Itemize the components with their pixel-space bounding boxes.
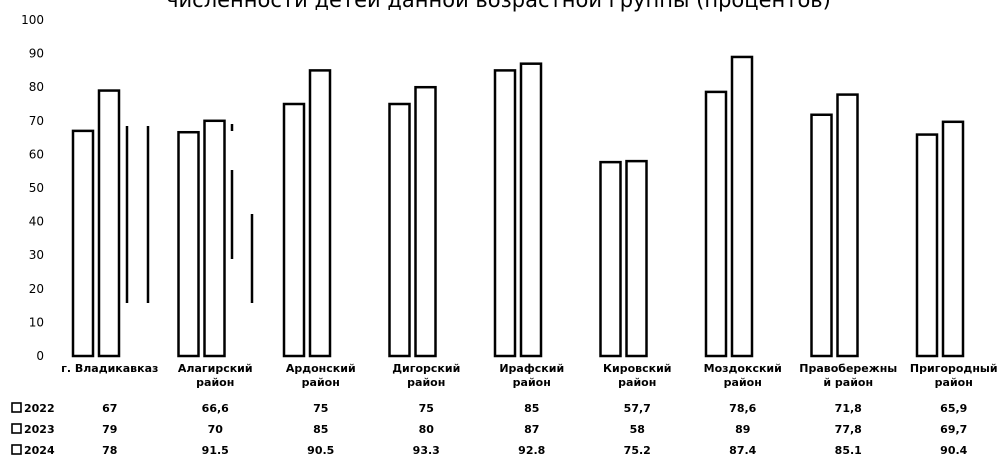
category-label: район [724,376,762,389]
category-label: Ардонский [286,362,356,375]
data-table-cell: 67 [102,402,117,415]
legend-key [11,444,22,455]
data-table-cell: 66,6 [202,402,229,415]
data-table-cell: 57,7 [624,402,651,415]
data-table-cell: 78,6 [729,402,756,415]
data-table-cell: 75 [313,402,328,415]
bar-2023 [414,85,437,358]
legend-label: 2022 [24,402,55,415]
bar-2023 [836,93,859,358]
bar-2023 [625,159,648,358]
data-table-cell: 85 [524,402,539,415]
category-label: район [407,376,445,389]
bar-2023 [203,119,226,358]
bar-2023 [97,89,121,358]
data-table-cell: 92.8 [518,444,545,457]
y-tick-label: 10 [29,315,44,329]
data-table-cell: 85 [313,423,328,436]
bar-2023 [308,69,332,358]
data-table-cell: 91.5 [202,444,229,457]
bar-2022 [282,102,306,358]
bar-2023 [519,62,543,358]
legend-key [11,402,22,413]
data-table-cell: 58 [630,423,645,436]
bar-2022 [810,113,833,358]
legend-label: 2024 [24,444,55,457]
y-tick-label: 50 [29,181,44,195]
category-label: Дигорский [392,362,460,375]
data-table-cell: 70 [208,423,224,436]
bar-2023 [730,55,754,358]
category-label: Ирафский [499,362,564,375]
category-label: район [196,376,234,389]
chart-title: численности детей данной возрастной груп… [166,0,831,12]
category-label: Пригородный [910,362,997,375]
y-tick-label: 80 [29,80,44,94]
bar-2022 [177,130,200,358]
data-table-cell: 71,8 [835,402,862,415]
category-label: г. Владикавказ [61,362,158,375]
data-table-cell: 85.1 [835,444,862,457]
data-table-cell: 90.4 [940,444,967,457]
category-label: район [935,376,973,389]
category-label: Правобережны [799,362,897,375]
bar-2023 [941,120,965,358]
bar-2022 [493,69,517,358]
category-label: район [513,376,551,389]
data-table-cell: 75 [419,402,434,415]
bar-2022 [704,90,728,358]
data-table-cell: 69,7 [940,423,967,436]
data-table-cell: 79 [102,423,117,436]
y-tick-label: 0 [36,349,44,363]
category-label: район [618,376,656,389]
data-table-cell: 80 [419,423,435,436]
data-table-cell: 87.4 [729,444,756,457]
category-label: район [302,376,340,389]
bar-2022 [388,102,411,358]
data-table-cell: 65,9 [940,402,967,415]
bar-2022 [71,129,95,358]
legend-label: 2023 [24,423,55,436]
y-tick-label: 60 [29,147,44,161]
category-label: й район [823,376,873,389]
data-table-cell: 90.5 [307,444,334,457]
data-table-cell: 77,8 [835,423,862,436]
category-label: Алагирский [178,362,253,375]
y-tick-label: 90 [29,47,44,61]
data-table-cell: 87 [524,423,539,436]
bar-2022 [915,133,939,358]
y-tick-label: 30 [29,248,44,262]
y-tick-label: 40 [29,215,44,229]
data-table-cell: 78 [102,444,117,457]
y-tick-label: 100 [21,13,44,27]
legend-key [11,423,22,434]
data-table-cell: 93.3 [413,444,440,457]
data-table-cell: 89 [735,423,750,436]
category-label: Кировский [603,362,672,375]
y-tick-label: 20 [29,282,44,296]
y-tick-label: 70 [29,114,44,128]
data-table-cell: 75.2 [624,444,651,457]
bar-2022 [599,160,622,358]
category-label: Моздокский [704,362,782,375]
